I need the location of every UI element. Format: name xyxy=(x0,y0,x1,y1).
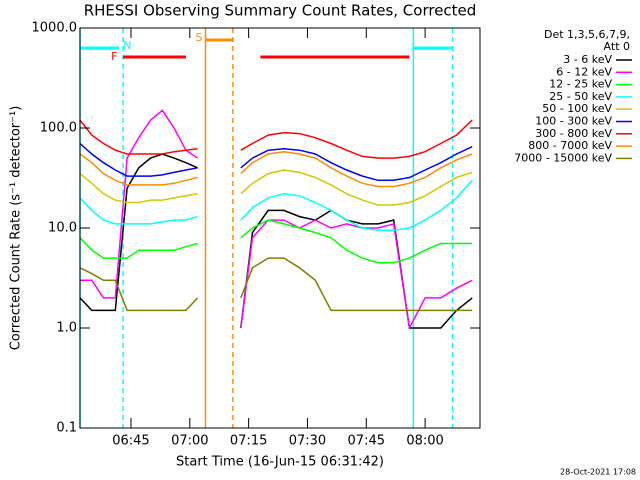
chart-title: RHESSI Observing Summary Count Rates, Co… xyxy=(84,2,477,20)
legend-label: 800 - 7000 keV xyxy=(528,139,612,152)
legend-header: Att 0 xyxy=(604,40,630,53)
footer: 28-Oct-2021 17:08 xyxy=(560,468,636,477)
legend-label: 12 - 25 keV xyxy=(549,78,612,91)
x-tick-label: 07:15 xyxy=(230,434,267,449)
x-tick-label: 07:30 xyxy=(289,434,326,449)
flag-label: N xyxy=(123,39,131,52)
x-tick-label: 07:00 xyxy=(171,434,208,449)
legend-label: 6 - 12 keV xyxy=(556,65,612,78)
x-tick-label: 07:45 xyxy=(348,434,385,449)
series-line xyxy=(79,119,473,159)
y-tick-label: 1000.0 xyxy=(32,21,78,36)
series-line xyxy=(79,257,473,312)
x-tick-label: 08:00 xyxy=(406,434,443,449)
legend-label: 100 - 300 keV xyxy=(535,115,612,128)
legend-label: 3 - 6 keV xyxy=(563,53,612,66)
legend-label: 25 - 50 keV xyxy=(549,90,612,103)
flag-label: S xyxy=(195,31,202,44)
y-axis-label: Corrected Count Rate (s⁻¹ detector⁻¹) xyxy=(9,106,24,351)
series-line xyxy=(79,150,473,188)
x-tick-label: 06:45 xyxy=(112,434,149,449)
legend-label: 50 - 100 keV xyxy=(542,102,612,115)
series-line xyxy=(79,219,473,264)
series-line xyxy=(79,142,473,182)
y-tick-label: 10.0 xyxy=(48,221,77,236)
y-tick-label: 100.0 xyxy=(40,121,77,136)
legend-label: 7000 - 15000 keV xyxy=(514,151,612,164)
series-line xyxy=(80,109,473,331)
plot-frame xyxy=(79,27,481,429)
x-axis-label: Start Time (16-Jun-15 06:31:42) xyxy=(176,455,384,470)
series-line xyxy=(79,179,473,231)
flag-label: F xyxy=(111,50,117,63)
legend-label: 300 - 800 keV xyxy=(535,127,612,140)
series-line xyxy=(79,153,473,329)
y-tick-label: 1.0 xyxy=(56,321,77,336)
legend-header: Det 1,3,5,6,7,9, xyxy=(544,28,630,41)
y-tick-label: 0.1 xyxy=(56,421,77,436)
series-line xyxy=(79,169,473,206)
